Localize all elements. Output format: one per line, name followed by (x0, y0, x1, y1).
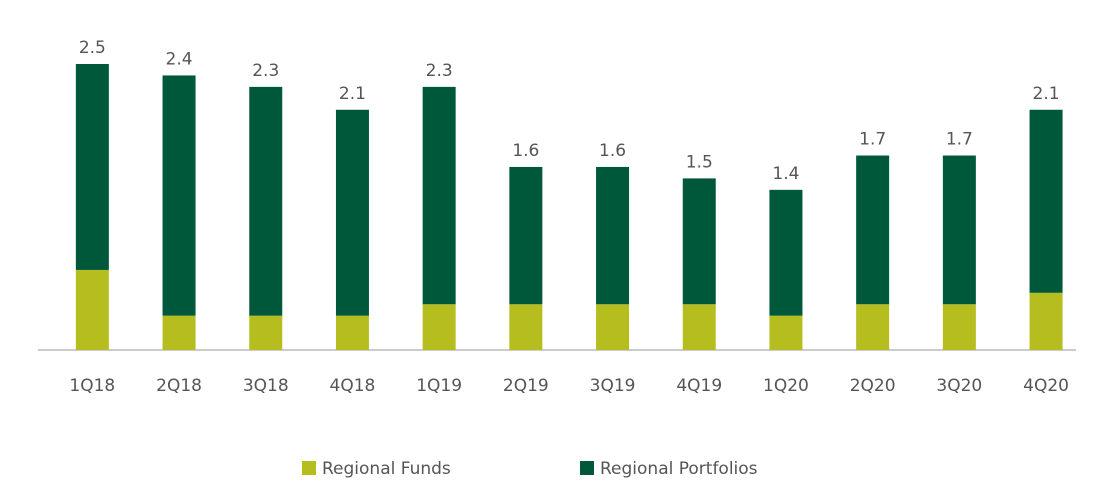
total-label: 1.4 (772, 164, 799, 184)
x-tick-label: 4Q18 (330, 376, 376, 396)
x-tick-label: 2Q18 (156, 376, 202, 396)
total-label: 2.3 (252, 61, 279, 81)
bar-segment (75, 64, 109, 270)
legend-label: Regional Funds (322, 459, 451, 479)
x-tick-label: 4Q19 (676, 376, 722, 396)
bar-segment (596, 166, 630, 305)
legend-label: Regional Portfolios (600, 459, 758, 479)
total-label: 2.4 (166, 49, 193, 69)
total-label: 2.1 (1033, 84, 1060, 104)
bar-segment (596, 304, 630, 350)
bar-segment (422, 304, 456, 350)
total-label: 1.6 (599, 141, 626, 161)
bar-segment (422, 86, 456, 305)
bar-segment (162, 75, 196, 316)
bar-segment (249, 86, 283, 316)
total-label: 1.5 (686, 152, 713, 172)
bar-segment (75, 269, 109, 350)
bar-segment (1029, 292, 1063, 350)
x-tick-label: 4Q20 (1023, 376, 1069, 396)
bar-segment (335, 109, 369, 316)
bar-segment (1029, 109, 1063, 293)
x-tick-label: 2Q19 (503, 376, 549, 396)
bar-segment (509, 166, 543, 305)
total-label: 1.7 (946, 130, 973, 150)
total-label: 1.6 (512, 141, 539, 161)
bar-segment (162, 315, 196, 350)
x-tick-label: 1Q19 (416, 376, 462, 396)
bar-segment (856, 155, 890, 305)
bar-segment (942, 155, 976, 305)
x-tick-label: 3Q19 (590, 376, 636, 396)
total-label: 2.1 (339, 84, 366, 104)
bar-segment (856, 304, 890, 350)
x-tick-label: 3Q18 (243, 376, 289, 396)
bar-segment (682, 304, 716, 350)
total-label: 1.7 (859, 130, 886, 150)
bar-segment (942, 304, 976, 350)
legend-swatch (302, 461, 316, 475)
bar-segment (769, 315, 803, 350)
bar-segment (509, 304, 543, 350)
x-tick-label: 1Q18 (69, 376, 115, 396)
bar-segment (249, 315, 283, 350)
x-tick-label: 2Q20 (850, 376, 896, 396)
x-tick-label: 3Q20 (936, 376, 982, 396)
bar-segment (682, 178, 716, 305)
bar-segment (769, 189, 803, 316)
x-tick-label: 1Q20 (763, 376, 809, 396)
total-label: 2.3 (426, 61, 453, 81)
legend-swatch (580, 461, 594, 475)
total-label: 2.5 (79, 38, 106, 58)
bar-segment (335, 315, 369, 350)
